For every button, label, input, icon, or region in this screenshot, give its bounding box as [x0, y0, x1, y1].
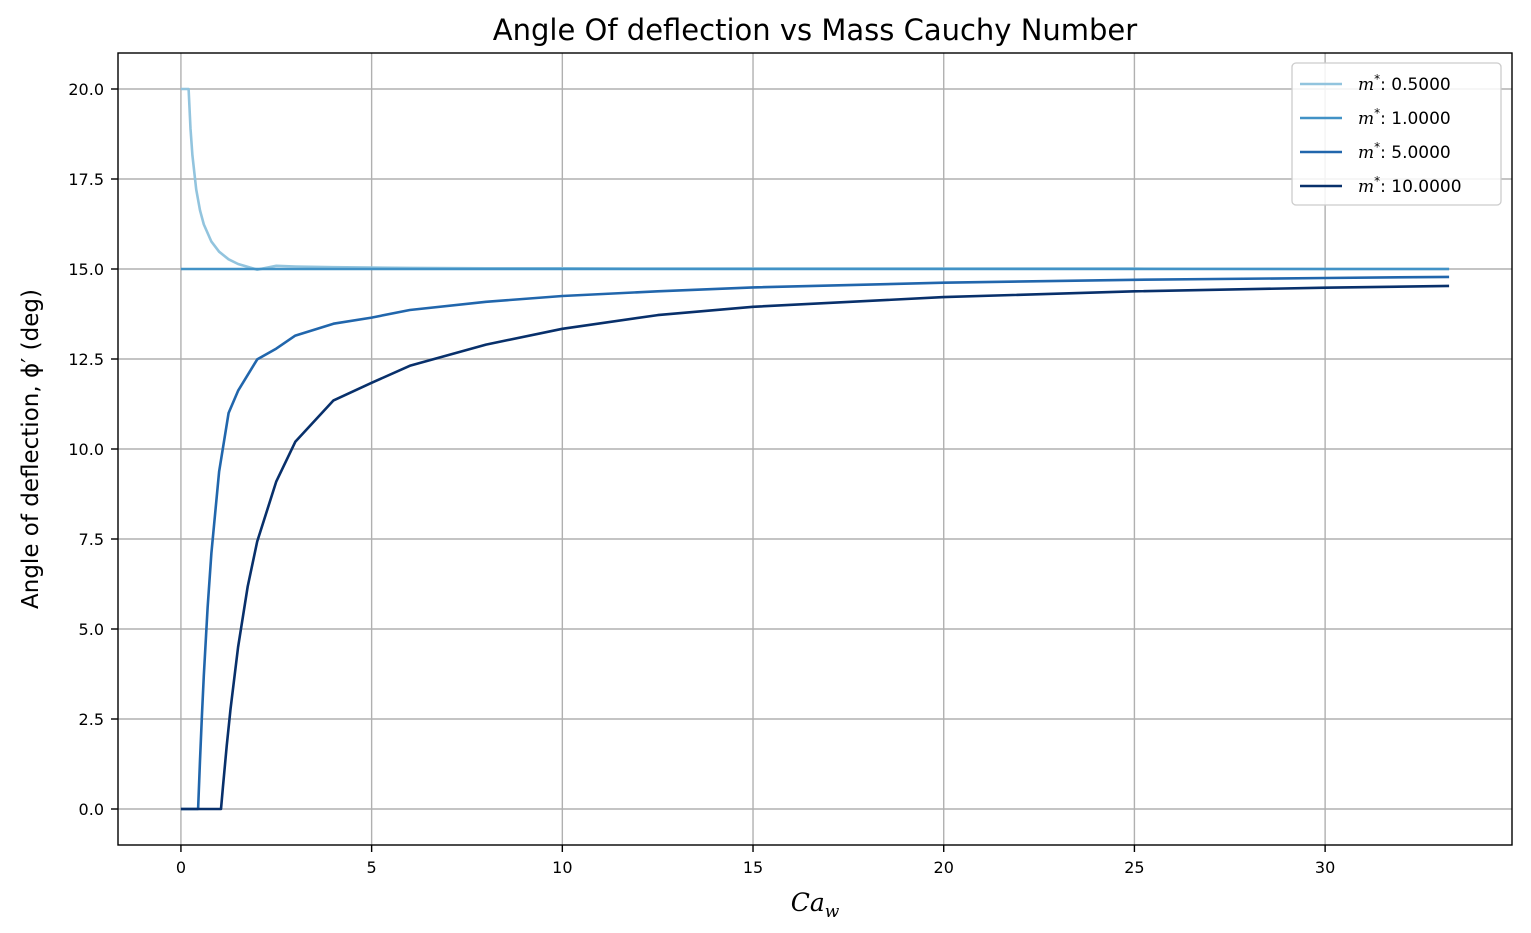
- series-line-4: [180, 284, 1450, 811]
- x-tick-label: 15: [743, 858, 763, 877]
- chart-title: Angle Of deflection vs Mass Cauchy Numbe…: [493, 13, 1137, 47]
- x-tick-label: 10: [552, 858, 572, 877]
- legend-symbol: m: [1358, 177, 1374, 197]
- x-axis-label-main: Ca: [791, 888, 825, 917]
- legend-label-3: m*: 5.0000: [1358, 140, 1451, 163]
- legend-value: : 10.0000: [1380, 177, 1461, 197]
- y-tick-label: 10.0: [68, 440, 104, 459]
- y-tick-label: 2.5: [79, 710, 104, 729]
- x-tick-label: 20: [934, 858, 954, 877]
- series-lines: [180, 87, 1450, 811]
- y-tick-label: 5.0: [79, 620, 104, 639]
- x-tick-label: 0: [176, 858, 186, 877]
- legend-value: : 5.0000: [1380, 143, 1451, 163]
- legend-box: [1291, 62, 1502, 206]
- series-line-3: [180, 275, 1450, 811]
- x-axis-label-subscript: w: [825, 902, 840, 922]
- x-tick-label: 30: [1315, 858, 1335, 877]
- x-tick-label: 25: [1124, 858, 1144, 877]
- y-axis-label: Angle of deflection, ϕ′ (deg): [18, 289, 44, 609]
- ticks: 0 5 10 15 20 25 30 0.0 2.5 5.0 7.5 10.0 12.5 15.0 17.5…: [68, 80, 1335, 877]
- legend-label-1: m*: 0.5000: [1358, 72, 1451, 95]
- y-tick-label: 0.0: [79, 800, 104, 819]
- x-axis-label: Caw: [791, 888, 840, 922]
- legend-superscript: *: [1374, 174, 1380, 188]
- legend-superscript: *: [1374, 140, 1380, 154]
- legend-label-4: m*: 10.0000: [1358, 174, 1462, 197]
- y-tick-label: 12.5: [68, 350, 104, 369]
- legend-label-2: m*: 1.0000: [1358, 106, 1451, 129]
- legend-superscript: *: [1374, 72, 1380, 86]
- y-tick-label: 17.5: [68, 170, 104, 189]
- legend-symbol: m: [1358, 109, 1374, 129]
- legend-value: : 0.5000: [1380, 75, 1451, 95]
- x-tick-label: 5: [367, 858, 377, 877]
- legend-symbol: m: [1358, 143, 1374, 163]
- legend-superscript: *: [1374, 106, 1380, 120]
- y-tick-label: 15.0: [68, 260, 104, 279]
- legend-symbol: m: [1358, 75, 1374, 95]
- y-tick-label: 7.5: [79, 530, 104, 549]
- y-tick-label: 20.0: [68, 80, 104, 99]
- legend-value: : 1.0000: [1380, 109, 1451, 129]
